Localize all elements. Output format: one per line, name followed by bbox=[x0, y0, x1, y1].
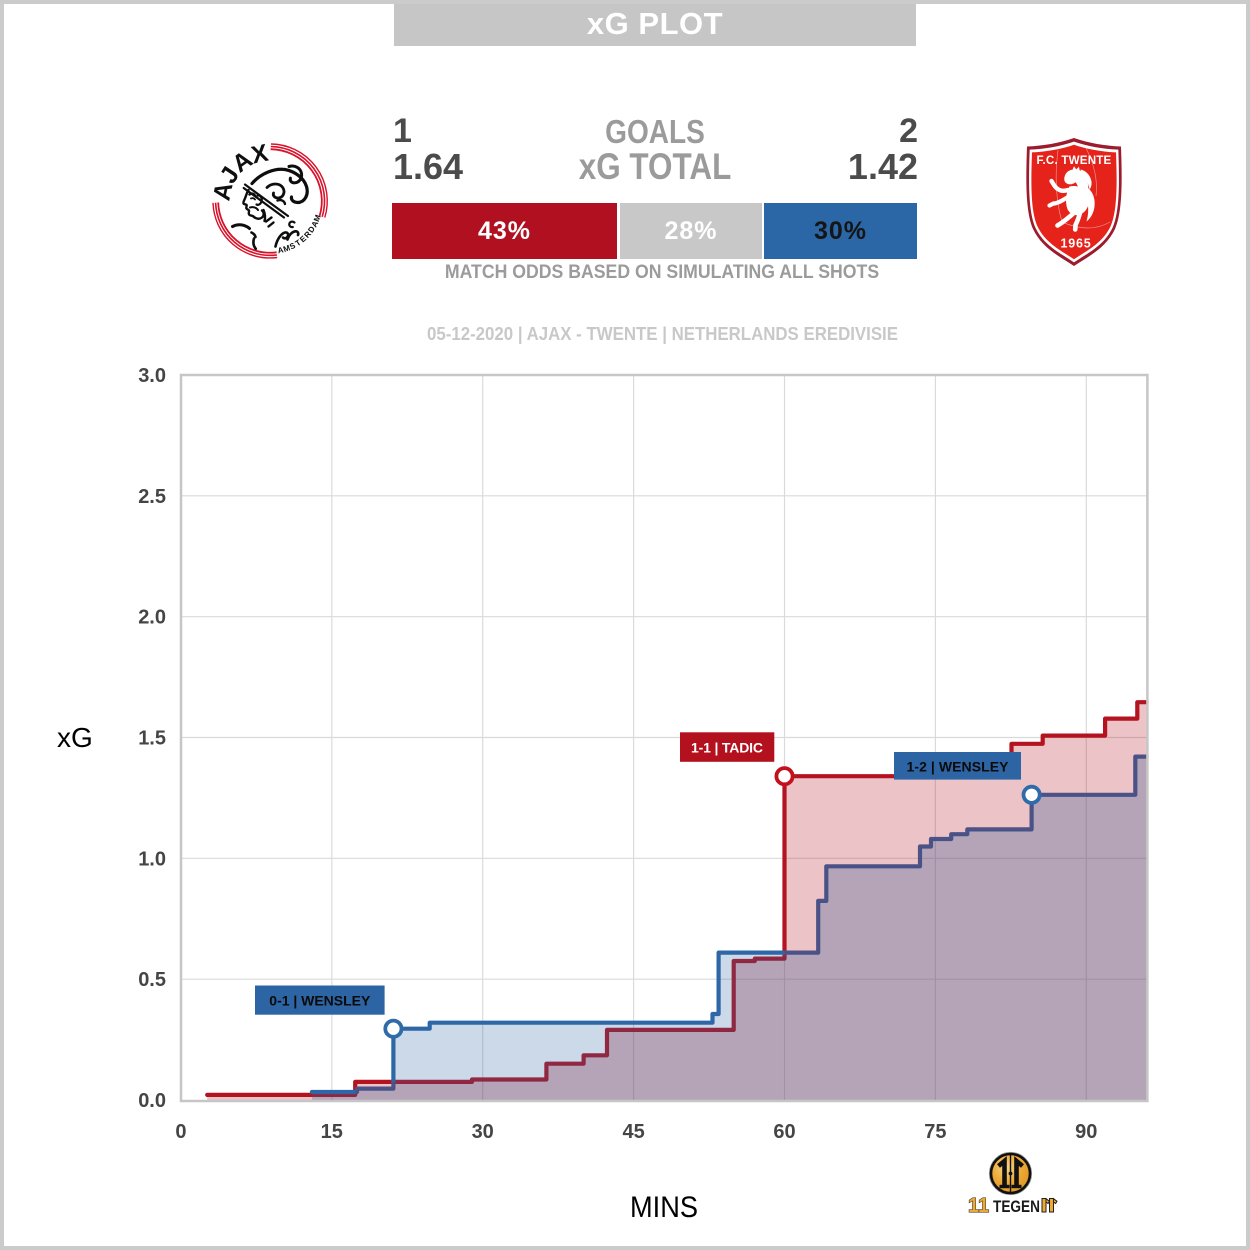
svg-text:A: A bbox=[208, 180, 238, 203]
svg-text:R: R bbox=[302, 229, 313, 239]
svg-text:90: 90 bbox=[1075, 1121, 1097, 1143]
svg-text:S: S bbox=[288, 241, 297, 252]
svg-text:M: M bbox=[282, 243, 292, 254]
svg-text:A: A bbox=[310, 219, 321, 228]
svg-text:M: M bbox=[312, 213, 323, 223]
svg-text:T: T bbox=[294, 238, 303, 248]
svg-text:75: 75 bbox=[924, 1121, 946, 1143]
svg-text:60: 60 bbox=[773, 1121, 795, 1143]
svg-text:1-2 | WENSLEY: 1-2 | WENSLEY bbox=[907, 759, 1010, 775]
svg-text:1-1 | TADIC: 1-1 | TADIC bbox=[691, 740, 763, 756]
svg-text:A: A bbox=[277, 245, 285, 255]
svg-text:2.5: 2.5 bbox=[138, 486, 166, 508]
svg-text:15: 15 bbox=[321, 1121, 343, 1143]
svg-text:F.C. TWENTE: F.C. TWENTE bbox=[1037, 154, 1112, 167]
svg-text:xG: xG bbox=[57, 722, 93, 753]
svg-text:1965: 1965 bbox=[1060, 237, 1091, 251]
svg-text:0-1 | WENSLEY: 0-1 | WENSLEY bbox=[269, 993, 371, 1009]
svg-text:MINS: MINS bbox=[630, 1191, 698, 1224]
svg-text:E: E bbox=[298, 233, 308, 244]
svg-text:1.5: 1.5 bbox=[138, 728, 166, 750]
svg-text:X: X bbox=[249, 140, 271, 170]
svg-text:3.0: 3.0 bbox=[138, 365, 166, 387]
svg-text:0.0: 0.0 bbox=[138, 1090, 166, 1112]
svg-text:1.0: 1.0 bbox=[138, 848, 166, 870]
svg-text:TEGEN: TEGEN bbox=[993, 1198, 1040, 1216]
svg-text:D: D bbox=[306, 224, 317, 234]
svg-text:0.5: 0.5 bbox=[138, 969, 166, 991]
svg-text:2.0: 2.0 bbox=[138, 607, 166, 629]
svg-text:45: 45 bbox=[622, 1121, 644, 1143]
svg-text:11: 11 bbox=[968, 1195, 989, 1217]
svg-text:30: 30 bbox=[472, 1121, 494, 1143]
svg-text:0: 0 bbox=[175, 1121, 186, 1143]
